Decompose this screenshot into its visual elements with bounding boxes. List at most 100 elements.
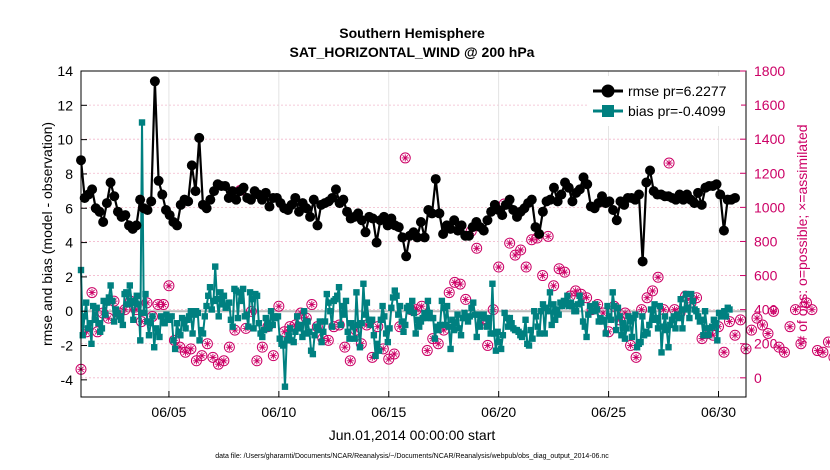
bias-point — [402, 321, 409, 329]
bias-point — [210, 297, 217, 305]
obs-assimilated-cross — [456, 280, 464, 288]
obs-assimilated-cross — [440, 326, 448, 334]
bias-point — [660, 323, 667, 330]
obs-assimilated-cross — [709, 331, 717, 339]
right-y-tick-label: 0 — [754, 370, 762, 386]
rmse-point — [693, 187, 704, 198]
obs-marker — [778, 346, 790, 358]
obs-possible-circle — [789, 304, 801, 316]
obs-assimilated-cross — [775, 343, 783, 351]
bias-point — [332, 296, 339, 303]
obs-possible-circle — [223, 341, 235, 353]
rmse-point — [312, 220, 323, 231]
bias-point — [463, 314, 470, 322]
legend-bias-label: bias pr=-0.4099 — [628, 103, 726, 119]
obs-possible-circle — [559, 266, 571, 278]
rmse-point — [98, 216, 109, 227]
bias-point — [341, 311, 348, 318]
rmse-point — [412, 232, 423, 243]
bias-point — [98, 325, 106, 332]
obs-marker — [256, 341, 268, 353]
obs-possible-circle — [432, 338, 444, 350]
bias-point — [433, 323, 440, 330]
obs-assimilated-cross — [159, 300, 168, 309]
obs-possible-circle — [762, 328, 774, 340]
right-y-axis-label: # of obs: o=possible; ×=assimilated — [794, 124, 810, 343]
rmse-point — [548, 182, 559, 193]
bias-point — [374, 340, 381, 348]
obs-assimilated-cross — [539, 271, 547, 280]
bias-point — [710, 316, 718, 323]
bias-point — [464, 318, 472, 325]
rmse-series — [76, 76, 741, 267]
bias-point — [264, 320, 271, 327]
bias-point — [670, 313, 677, 320]
bias-point — [203, 302, 210, 310]
bias-point — [501, 309, 508, 317]
bias-point — [102, 311, 109, 318]
obs-assimilated-cross — [423, 346, 431, 355]
rmse-point — [611, 215, 622, 226]
obs-assimilated-cross — [780, 348, 789, 356]
rmse-point — [715, 189, 726, 200]
bias-point — [353, 289, 360, 296]
bias-point — [703, 325, 711, 332]
bias-point — [682, 290, 690, 298]
bias-point — [220, 292, 228, 299]
bias-point — [354, 321, 362, 329]
obs-assimilated-cross — [192, 357, 201, 365]
bias-point — [166, 316, 174, 323]
bias-point — [675, 314, 683, 322]
plot-area-frame — [80, 70, 747, 398]
bias-point — [422, 314, 430, 322]
bias-point — [386, 325, 393, 332]
obs-assimilated-cross — [368, 353, 376, 361]
obs-assimilated-cross — [659, 306, 668, 314]
right-y-tick-label: 1000 — [754, 199, 785, 215]
bias-point — [705, 332, 712, 339]
obs-assimilated-cross — [324, 336, 332, 344]
bias-point — [475, 311, 482, 318]
rmse-point — [157, 189, 168, 200]
bias-point — [471, 311, 479, 318]
obs-marker — [432, 338, 444, 350]
rmse-point — [153, 175, 164, 186]
obs-assimilated-cross — [308, 300, 316, 309]
right-y-tick-label: 200 — [754, 336, 778, 352]
obs-marker — [762, 328, 774, 340]
rmse-point — [415, 216, 426, 227]
obs-assimilated-cross — [736, 316, 745, 324]
bias-point — [309, 350, 317, 358]
bias-point — [84, 325, 92, 332]
bias-point — [156, 333, 163, 341]
bias-point — [574, 301, 582, 308]
obs-possible-circle — [273, 300, 285, 312]
bias-point — [325, 299, 332, 306]
obs-marker — [817, 346, 829, 358]
bias-point — [595, 318, 602, 325]
bias-point — [647, 306, 655, 313]
obs-assimilated-cross — [451, 278, 459, 286]
bias-point — [168, 313, 175, 320]
bias-point — [201, 313, 208, 320]
rmse-point — [87, 184, 98, 195]
obs-possible-circle — [526, 234, 538, 246]
obs-marker — [449, 276, 461, 288]
obs-marker — [652, 271, 664, 283]
bias-point — [557, 299, 564, 306]
obs-assimilated-cross — [341, 343, 349, 351]
bias-point — [653, 314, 660, 322]
bias-point — [712, 320, 719, 327]
bias-point — [290, 338, 297, 346]
obs-possible-circle — [504, 237, 516, 249]
bias-point — [457, 332, 465, 339]
bias-point — [239, 285, 247, 293]
obs-possible-circle — [449, 276, 461, 288]
obs-possible-circle — [630, 351, 642, 363]
bias-point — [196, 337, 203, 344]
obs-assimilated-cross — [214, 360, 222, 368]
bias-point — [306, 328, 313, 335]
bias-point — [722, 313, 730, 320]
bias-point — [435, 326, 442, 334]
left-y-tick-label: 0 — [65, 303, 73, 319]
